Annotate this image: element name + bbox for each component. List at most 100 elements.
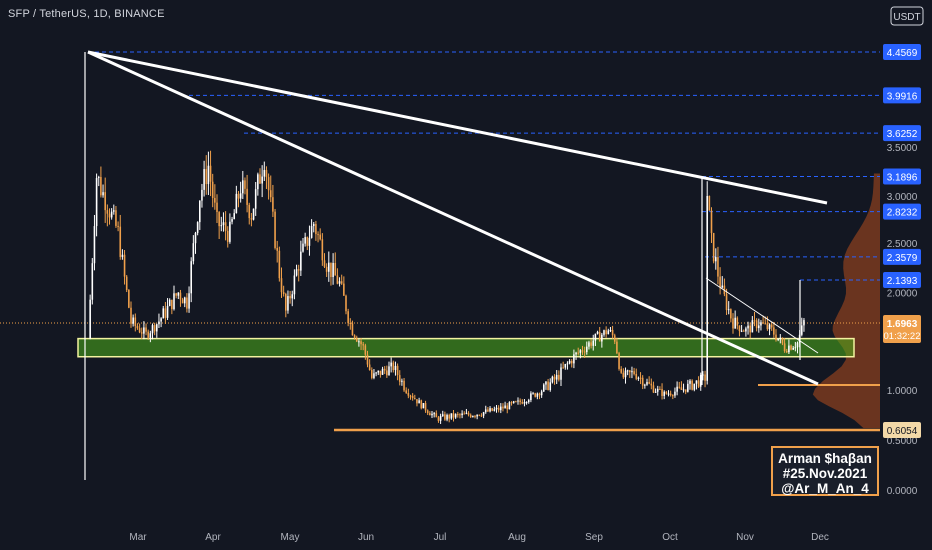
support-level-label: 0.6054 xyxy=(887,426,918,437)
candle-body xyxy=(360,341,362,345)
candle-body xyxy=(605,330,607,335)
candle-body xyxy=(570,360,573,364)
candle-body xyxy=(693,383,696,390)
candle-body xyxy=(794,347,797,349)
candle-body xyxy=(758,325,760,329)
candle-body xyxy=(622,372,625,378)
x-tick-label: May xyxy=(281,532,300,543)
candle-body xyxy=(646,382,648,385)
candle-body xyxy=(233,213,235,220)
candle-body xyxy=(523,402,526,404)
candle-body xyxy=(613,335,616,342)
candle-body xyxy=(650,383,653,386)
candle-body xyxy=(568,360,571,364)
candle-body xyxy=(330,262,332,278)
candle-body xyxy=(263,169,266,177)
candle-body xyxy=(338,281,341,284)
volume-profile xyxy=(812,173,880,429)
candle-body xyxy=(680,387,683,390)
candle-body xyxy=(792,347,794,350)
candle-body xyxy=(308,237,311,246)
candle-body xyxy=(659,388,661,390)
candle-body xyxy=(586,346,588,352)
publish-date: #25.Nov.2021 xyxy=(782,466,868,481)
candle-body xyxy=(732,318,734,329)
candle-body xyxy=(644,384,646,386)
candle-body xyxy=(536,393,539,397)
candle-body xyxy=(128,289,130,308)
candle-body xyxy=(467,412,470,415)
candle-body xyxy=(375,372,377,374)
candle-body xyxy=(196,222,199,233)
candle-body xyxy=(502,406,504,409)
candle-body xyxy=(676,386,678,392)
candle-body xyxy=(291,294,294,299)
price-level-label: 3.9916 xyxy=(887,91,918,102)
x-tick-label: Jul xyxy=(434,532,447,543)
candle-body xyxy=(545,381,547,385)
candle-body xyxy=(463,413,466,415)
price-level-label-bg xyxy=(883,272,921,288)
time-axis: Mar Apr May Jun Jul Aug Sep Oct Nov Dec xyxy=(129,532,829,543)
candle-body xyxy=(334,263,337,276)
candle-body xyxy=(261,176,263,184)
candle-body xyxy=(667,393,670,395)
candle-body xyxy=(736,317,739,326)
candle-body xyxy=(254,189,257,209)
candle-body xyxy=(753,320,756,322)
candle-body xyxy=(97,177,100,179)
candle-body xyxy=(231,219,233,222)
candle-body xyxy=(168,299,171,306)
candle-body xyxy=(579,350,582,353)
candle-body xyxy=(484,409,487,413)
candle-body xyxy=(259,174,261,184)
candle-body xyxy=(140,332,143,334)
candle-body xyxy=(740,330,743,332)
candle-body xyxy=(203,169,205,190)
candle-body xyxy=(633,371,635,375)
candle-body xyxy=(143,327,145,334)
candle-body xyxy=(349,323,352,325)
x-tick-label: Aug xyxy=(508,532,526,543)
candle-body xyxy=(695,380,698,384)
candle-body xyxy=(110,211,113,218)
candle-body xyxy=(250,218,253,220)
candle-body xyxy=(194,232,197,244)
candle-body xyxy=(661,388,663,396)
candle-body xyxy=(272,197,274,212)
x-tick-label: Apr xyxy=(205,532,221,543)
candle-body xyxy=(687,383,689,392)
candle-body xyxy=(727,309,730,311)
candle-body xyxy=(293,275,296,295)
candle-body xyxy=(459,414,461,416)
candle-body xyxy=(491,408,493,411)
current-price-label: 1.6963 xyxy=(887,319,918,330)
candle-body xyxy=(211,181,214,198)
candle-body xyxy=(745,328,747,332)
candle-body xyxy=(517,400,519,402)
candle-body xyxy=(603,330,605,335)
candle-body xyxy=(207,165,210,185)
candle-body xyxy=(478,414,481,416)
candle-body xyxy=(366,354,369,365)
candle-body xyxy=(160,318,162,322)
candle-body xyxy=(500,406,502,411)
candle-body xyxy=(712,233,715,262)
candle-body xyxy=(134,317,137,327)
candle-body xyxy=(573,354,575,364)
candle-body xyxy=(205,169,208,185)
candle-body xyxy=(188,293,190,309)
author-name: Arman $haβan xyxy=(778,451,872,466)
y-tick-label: 2.0000 xyxy=(887,288,918,299)
x-tick-label: Nov xyxy=(736,532,754,543)
candle-body xyxy=(416,399,418,404)
candle-body xyxy=(751,320,754,333)
candle-body xyxy=(362,344,364,346)
candle-body xyxy=(691,380,693,390)
trendline-wedge-top xyxy=(705,277,819,354)
price-level-label-bg xyxy=(883,125,921,142)
candle-body xyxy=(760,322,762,326)
candle-body xyxy=(113,210,115,212)
candle-body xyxy=(431,413,433,416)
